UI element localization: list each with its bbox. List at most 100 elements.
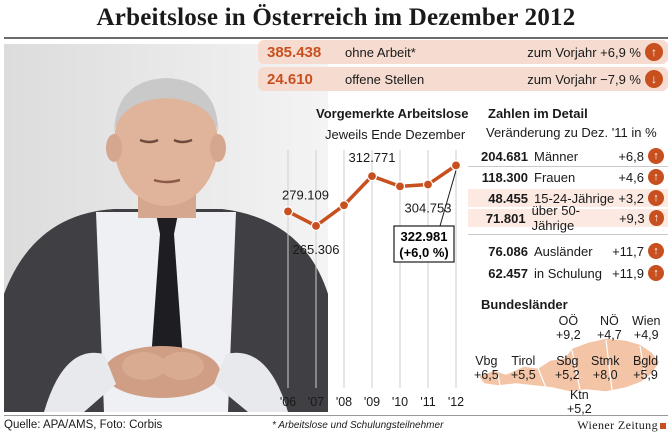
detail-row: 204.681 Männer +6,8 ↑ [468, 147, 668, 165]
detail-label: über 50-Jährige [531, 203, 580, 233]
headline-label: offene Stellen [345, 71, 425, 87]
detail-value: 62.457 [488, 265, 528, 281]
map-label-ktn: Ktn +5,2 [567, 388, 592, 416]
data-point [422, 179, 434, 190]
austria-map [476, 337, 661, 393]
detail-change: +3,2 [618, 190, 644, 206]
detail-row: 71.801 über 50-Jährige +9,3 ↑ [468, 203, 668, 233]
headline-change: zum Vorjahr −7,9 % [527, 71, 641, 87]
map-label-tirol: Tirol +5,5 [511, 354, 536, 382]
data-label: 312.771 [349, 150, 396, 165]
detail-row: 62.457 in Schulung +11,9 ↑ [468, 264, 668, 282]
data-label: 279.109 [282, 187, 329, 202]
photo-man-in-suit [4, 44, 328, 412]
state-change: +4,9 [633, 328, 659, 342]
detail-label: Ausländer [534, 243, 593, 259]
state-change: +8,0 [592, 368, 618, 382]
map-label-vbg: Vbg +6,5 [474, 354, 499, 382]
map-label-bgld: Bgld +5,9 [633, 354, 658, 382]
row-divider [468, 234, 668, 235]
data-label: 265.306 [293, 242, 340, 257]
source-credit: Quelle: APA/AMS, Foto: Corbis [4, 419, 163, 431]
x-tick-label: '06 [280, 395, 296, 409]
brand-square-icon [660, 423, 666, 430]
brand-name: Wiener Zeitung [577, 418, 658, 432]
detail-change: +11,9 [612, 265, 644, 281]
state-name: Ktn [569, 388, 589, 402]
state-name: Stmk [591, 354, 620, 368]
state-name: Vbg [475, 354, 498, 368]
line-chart: 279.109 265.306 312.771 304.753 322.981(+6,0… [280, 150, 464, 409]
map-title: Bundesländer [481, 297, 568, 312]
detail-value: 76.086 [488, 243, 528, 259]
x-tick-label: '10 [392, 395, 408, 409]
details-subtitle: Veränderung zu Dez. '11 in % [486, 125, 657, 140]
callout-change: (+6,0 %) [399, 245, 449, 260]
detail-change: +4,6 [618, 169, 644, 185]
detail-change: +11,7 [612, 243, 644, 259]
austria-shape [476, 337, 661, 393]
detail-label: Frauen [534, 169, 576, 185]
map-label-sbg: Sbg +5,2 [555, 354, 580, 382]
map-label-wien: Wien +4,9 [632, 314, 660, 342]
headline-value: 24.610 [267, 70, 313, 88]
detail-row: 76.086 Ausländer +11,7 ↑ [468, 242, 668, 260]
state-change: +6,5 [474, 368, 499, 382]
arrow-up-icon: ↑ [648, 169, 664, 185]
state-change: +5,2 [555, 368, 580, 382]
callout-leader [439, 170, 457, 227]
data-label: 304.753 [405, 201, 452, 216]
detail-value: 204.681 [481, 148, 528, 164]
x-tick-label: '11 [420, 395, 435, 409]
x-tick-label: '07 [308, 395, 324, 409]
headline-box-vacancies: 24.610 offene Stellen zum Vorjahr −7,9 %… [258, 67, 668, 91]
data-point [450, 160, 462, 171]
footnote: * Arbeitslose und Schulungsteilnehmer [272, 420, 444, 431]
state-name: Tirol [511, 354, 536, 368]
state-name: Bgld [633, 354, 659, 368]
detail-label: 15-24-Jährige [534, 190, 615, 206]
detail-change: +9,3 [618, 210, 645, 226]
chart-subtitle: Jeweils Ende Dezember [325, 127, 466, 142]
x-tick-label: '08 [336, 395, 352, 409]
map-label-ooe: OÖ +9,2 [556, 314, 581, 342]
data-point [394, 181, 406, 192]
detail-row: 118.300 Frauen +4,6 ↑ [468, 168, 668, 186]
state-name: NÖ [599, 314, 619, 328]
detail-value: 71.801 [485, 210, 526, 226]
headline-box-unemployed: 385.438 ohne Arbeit* zum Vorjahr +6,9 % … [258, 40, 668, 64]
headline-value: 385.438 [267, 43, 322, 61]
border-line [497, 373, 501, 387]
state-name: Sbg [556, 354, 579, 368]
border-line [639, 345, 647, 381]
detail-label: in Schulung [534, 265, 602, 281]
detail-label: Männer [534, 148, 579, 164]
arrow-up-icon: ↑ [648, 190, 664, 206]
state-change: +5,5 [511, 368, 536, 382]
arrow-up-icon: ↑ [648, 243, 664, 259]
page-title: Arbeitslose in Österreich im Dezember 20… [96, 4, 576, 31]
state-change: +5,9 [633, 368, 658, 382]
row-divider [468, 166, 668, 167]
arrow-up-icon: ↑ [648, 210, 664, 226]
state-change: +4,7 [597, 328, 622, 342]
detail-change: +6,8 [618, 148, 644, 164]
map-label-noe: NÖ +4,7 [597, 314, 622, 342]
data-point [366, 170, 378, 182]
brand-logo: Wiener Zeitung [577, 418, 666, 433]
data-point [338, 200, 350, 211]
arrow-up-icon: ↑ [648, 265, 664, 281]
data-point [310, 220, 322, 232]
title-divider [4, 37, 668, 39]
headline-change: zum Vorjahr +6,9 % [527, 44, 641, 60]
detail-row: 48.455 15-24-Jährige +3,2 ↑ [468, 189, 668, 207]
state-name: Wien [632, 314, 661, 328]
chart-title: Vorgemerkte Arbeitslose [316, 106, 469, 121]
detail-value: 118.300 [481, 169, 528, 185]
map-label-stmk: Stmk +8,0 [591, 354, 619, 382]
border-line [537, 367, 547, 389]
border-line [605, 339, 613, 391]
photo-illustration [4, 44, 328, 412]
state-change: +9,2 [556, 328, 581, 342]
data-point [282, 206, 294, 217]
